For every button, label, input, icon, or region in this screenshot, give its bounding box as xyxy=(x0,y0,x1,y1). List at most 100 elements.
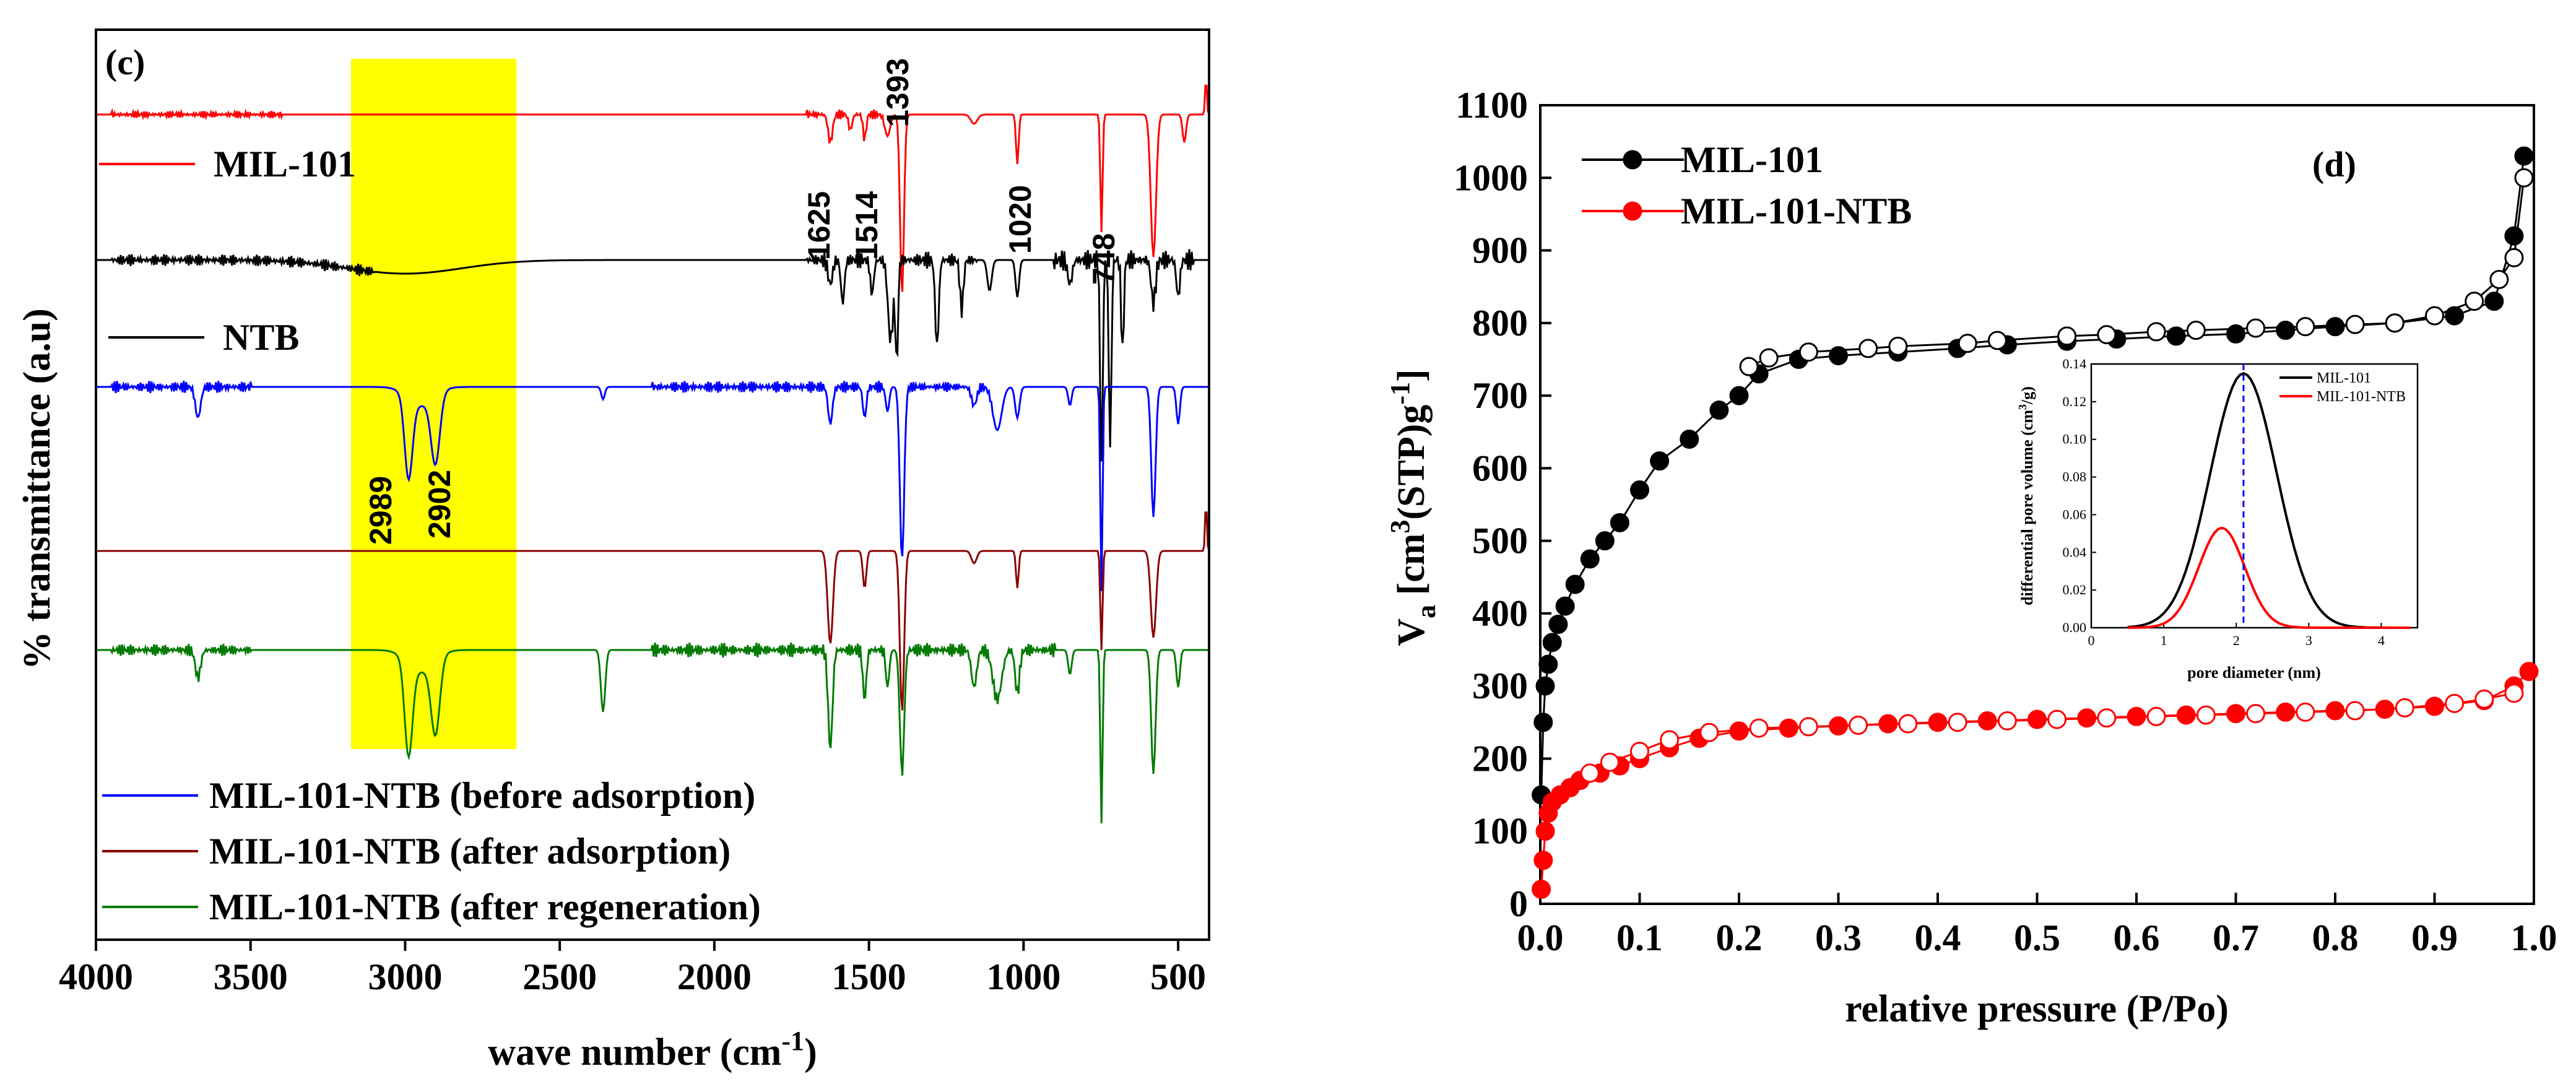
isotherm-desorption-point xyxy=(2296,317,2315,337)
isotherm-adsorption-point xyxy=(1565,574,1585,594)
inset-y-tick-label: 0.02 xyxy=(2063,582,2087,597)
legend-marker-mil101-iso xyxy=(1623,150,1642,170)
isotherm-desorption-point xyxy=(1987,331,2007,350)
isotherm-desorption-point xyxy=(1699,722,1719,742)
isotherm-x-tick-label: 0.1 xyxy=(1616,917,1663,958)
isotherm-desorption-point xyxy=(2474,689,2494,709)
isotherm-adsorption-point xyxy=(2226,324,2245,344)
isotherm-desorption-point xyxy=(1858,339,1878,358)
isotherm-desorption-point xyxy=(2097,325,2117,345)
inset-y-axis-title: differential pore volume (cm3/g) xyxy=(2016,386,2036,605)
isotherm-desorption-point xyxy=(2057,326,2077,346)
legend-label-before: MIL-101-NTB (before adsorption) xyxy=(209,775,755,816)
isotherm-adsorption-point xyxy=(2425,696,2444,716)
isotherm-adsorption-point xyxy=(1779,718,1798,738)
isotherm-desorption-point xyxy=(1898,714,1918,734)
ftir-x-tick-label: 3500 xyxy=(214,956,288,997)
inset-x-tick-label: 4 xyxy=(2378,633,2385,648)
isotherm-desorption-point xyxy=(1888,336,1908,356)
peak-label-1625: 1625 xyxy=(802,191,836,260)
isotherm-desorption-point xyxy=(1759,348,1779,368)
isotherm-adsorption-point xyxy=(1680,429,1699,449)
isotherm-x-tick-label: 0.8 xyxy=(2312,917,2359,958)
isotherm-desorption-point xyxy=(1798,342,1818,362)
isotherm-desorption-point xyxy=(2504,248,2524,267)
isotherm-adsorption-point xyxy=(1928,713,1948,732)
inset-legend: MIL-101 MIL-101-NTB xyxy=(2279,370,2406,405)
isotherm-x-tick-label: 0.5 xyxy=(2014,917,2060,958)
isotherm-y-tick-label: 0 xyxy=(1509,883,1528,924)
isotherm-adsorption-point xyxy=(1535,676,1555,696)
ftir-x-tick-label: 3000 xyxy=(368,956,442,997)
isotherm-desorption-point xyxy=(2425,306,2444,326)
isotherm-y-tick-label: 100 xyxy=(1472,811,1528,852)
ftir-series-line xyxy=(96,380,1209,592)
isotherm-adsorption-point xyxy=(1538,654,1558,674)
isotherm-adsorption-point xyxy=(2027,709,2047,729)
ftir-panel-label: (c) xyxy=(105,42,145,82)
legend-label-regen: MIL-101-NTB (after regeneration) xyxy=(209,886,761,927)
inset-y-tick-label: 0.10 xyxy=(2063,431,2087,447)
isotherm-desorption-point xyxy=(2395,698,2414,717)
inset-series-line xyxy=(2127,372,2411,629)
ftir-legend: MIL-101 NTB MIL-101-NTB (before adsorpti… xyxy=(99,144,761,927)
isotherm-desorption-point xyxy=(2465,292,2484,311)
inset-y-tick-label: 0.14 xyxy=(2063,356,2087,371)
legend-label-ntb-iso: MIL-101-NTB xyxy=(1681,191,1912,232)
isotherm-desorption-point xyxy=(1739,357,1759,376)
isotherm-adsorption-point xyxy=(1533,851,1553,870)
isotherm-adsorption-point xyxy=(2375,700,2395,719)
isotherm-y-tick-label: 200 xyxy=(1472,738,1528,779)
isotherm-desorption-point xyxy=(2186,321,2206,340)
isotherm-desorption-point xyxy=(1630,742,1649,761)
isotherm-desorption-point xyxy=(1948,713,1967,732)
isotherm-desorption-point xyxy=(2514,168,2534,188)
isotherm-adsorption-point xyxy=(2166,326,2186,346)
ftir-series-line xyxy=(96,511,1210,711)
isotherm-legend: MIL-101 MIL-101-NTB xyxy=(1582,139,1912,232)
ftir-x-tick-label: 1500 xyxy=(832,956,906,997)
isotherm-x-tick-label: 0.9 xyxy=(2411,917,2458,958)
isotherm-adsorption-point xyxy=(1829,716,1848,736)
isotherm-x-tick-label: 0.6 xyxy=(2114,917,2160,958)
peak-label-1514: 1514 xyxy=(849,191,884,260)
isotherm-adsorption-point xyxy=(1610,513,1629,532)
isotherm-desorption-point xyxy=(2047,709,2067,729)
isotherm-desorption-point xyxy=(1749,718,1769,738)
isotherm-desorption-point xyxy=(2345,314,2365,334)
isotherm-adsorption-point xyxy=(2176,705,2196,725)
inset-x-tick-label: 3 xyxy=(2305,633,2312,648)
ftir-series-line xyxy=(96,642,1209,824)
peak-label-1393: 1393 xyxy=(880,58,915,127)
ftir-x-tick-label: 2000 xyxy=(677,956,752,997)
isotherm-panel-label: (d) xyxy=(2312,144,2356,184)
isotherm-y-tick-label: 700 xyxy=(1472,375,1528,416)
ftir-x-axis-title: wave number (cm-1) xyxy=(488,1026,817,1073)
ftir-panel: 4000 3500 3000 2500 2000 1500 1000 500 (c) MIL-… xyxy=(16,28,1210,1073)
isotherm-desorption-point xyxy=(1660,730,1680,750)
isotherm-adsorption-point xyxy=(2276,702,2296,722)
isotherm-adsorption-point xyxy=(2519,662,2539,682)
inset-y-tick-label: 0.04 xyxy=(2063,544,2087,560)
ftir-x-tick-label: 1000 xyxy=(986,956,1060,997)
pore-size-inset: 0 1 2 3 4 0.00 0.02 0.04 0.06 0.08 0.10 0.12 0.14 MI… xyxy=(2016,356,2419,682)
isotherm-adsorption-point xyxy=(2445,306,2465,326)
peak-label-2989: 2989 xyxy=(363,476,398,545)
isotherm-desorption-point xyxy=(2246,318,2266,338)
isotherm-panel: 0 100 200 300 400 500 600 700 800 900 1000 1100 0.0… xyxy=(1385,85,2557,1030)
isotherm-y-tick-label: 600 xyxy=(1472,448,1528,488)
ftir-plot-frame xyxy=(95,28,1210,941)
isotherm-adsorption-point xyxy=(1535,821,1555,841)
legend-label-ntb: NTB xyxy=(223,317,299,358)
inset-curves xyxy=(2127,364,2411,629)
inset-y-tick-label: 0.12 xyxy=(2063,394,2087,409)
isotherm-adsorption-point xyxy=(1548,615,1568,634)
isotherm-adsorption-point xyxy=(1977,711,1997,730)
isotherm-adsorption-point xyxy=(1729,386,1749,405)
isotherm-desorption-point xyxy=(2196,705,2216,725)
isotherm-adsorption-point xyxy=(1650,451,1670,471)
isotherm-desorption-point xyxy=(2385,313,2405,333)
isotherm-desorption-point xyxy=(2345,701,2365,721)
isotherm-y-tick-label: 500 xyxy=(1472,521,1528,561)
